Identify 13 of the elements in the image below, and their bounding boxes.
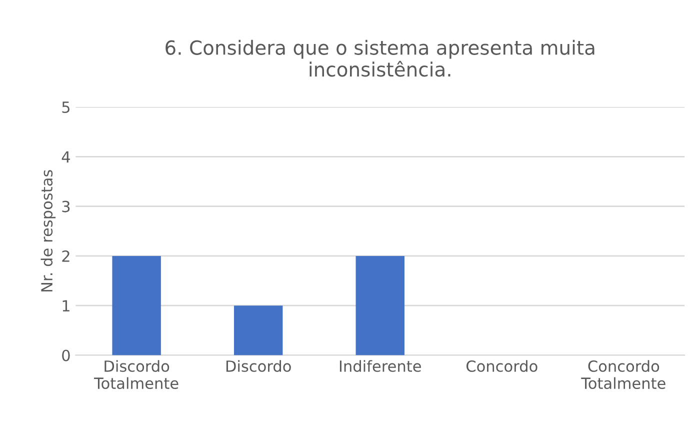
y-axis-title: Nr. de respostas: [40, 170, 56, 292]
y-tick-label: 0: [62, 350, 70, 362]
x-tick-label: Discordo Totalmente: [94, 360, 178, 390]
x-tick-label: Concordo Totalmente: [581, 360, 666, 390]
x-tick-label: Indiferente: [340, 360, 421, 372]
chart-title: 6. Considera que o sistema apresenta muita inconsistência.: [166, 40, 594, 77]
x-tick-label: Concordo: [466, 360, 538, 372]
y-tick-label: 3: [62, 200, 70, 212]
y-tick-label: 2: [62, 250, 70, 262]
y-tick-label: 5: [62, 102, 70, 114]
y-tick-label: 4: [62, 151, 70, 162]
y-tick-label: 1: [62, 300, 70, 312]
x-tick-label: Discordo: [226, 360, 291, 372]
